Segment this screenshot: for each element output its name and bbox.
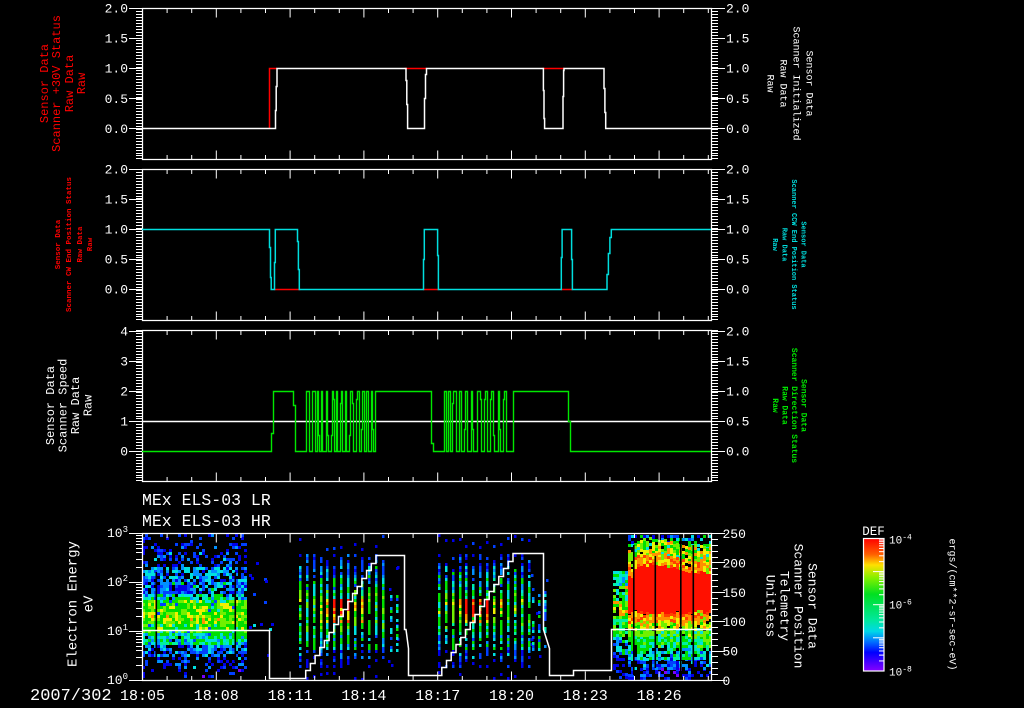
svg-text:Raw Data: Raw Data (779, 386, 788, 425)
svg-text:MEx ELS-03 LR: MEx ELS-03 LR (142, 491, 271, 510)
svg-text:Unitless: Unitless (763, 575, 778, 637)
svg-text:1.5: 1.5 (105, 32, 128, 47)
svg-text:1.0: 1.0 (105, 223, 128, 238)
svg-text:100: 100 (723, 615, 746, 630)
svg-text:Raw Data: Raw Data (69, 377, 83, 435)
svg-text:Scanner CW End Position Status: Scanner CW End Position Status (66, 176, 74, 312)
svg-text:Raw Data: Raw Data (77, 226, 85, 263)
svg-text:18:05: 18:05 (120, 688, 165, 705)
svg-text:1.5: 1.5 (105, 193, 128, 208)
svg-text:2.0: 2.0 (726, 325, 749, 340)
svg-text:50: 50 (723, 645, 739, 660)
svg-text:2.0: 2.0 (105, 163, 128, 178)
svg-text:Raw Data: Raw Data (63, 55, 77, 113)
svg-text:1.0: 1.0 (726, 62, 749, 77)
svg-text:DEF: DEF (862, 525, 885, 539)
svg-text:0.5: 0.5 (105, 92, 128, 107)
svg-text:1.5: 1.5 (726, 32, 749, 47)
svg-text:0: 0 (723, 674, 731, 689)
svg-text:1.0: 1.0 (105, 62, 128, 77)
svg-text:2.0: 2.0 (726, 2, 749, 17)
svg-text:Raw Data: Raw Data (776, 59, 787, 107)
svg-text:Raw: Raw (770, 398, 779, 413)
svg-text:Sensor Data: Sensor Data (55, 219, 63, 269)
svg-text:Raw Data: Raw Data (780, 228, 788, 262)
svg-text:Sensor Data: Sensor Data (798, 379, 807, 432)
svg-text:0: 0 (120, 445, 128, 460)
svg-text:0.0: 0.0 (726, 283, 749, 298)
svg-text:2.0: 2.0 (105, 2, 128, 17)
svg-text:1.5: 1.5 (726, 355, 749, 370)
svg-text:18:11: 18:11 (268, 688, 313, 705)
svg-text:Scanner CCW End Position Statu: Scanner CCW End Position Status (789, 179, 797, 309)
svg-text:0.0: 0.0 (726, 122, 749, 137)
svg-text:0.5: 0.5 (726, 253, 749, 268)
svg-text:Sensor Data: Sensor Data (44, 366, 58, 445)
svg-text:4: 4 (120, 325, 128, 340)
svg-text:Raw: Raw (87, 237, 95, 251)
svg-text:2007/302: 2007/302 (30, 687, 112, 706)
svg-text:eV: eV (82, 595, 98, 612)
svg-text:250: 250 (723, 527, 746, 542)
svg-text:18:14: 18:14 (341, 688, 386, 705)
svg-text:2.0: 2.0 (726, 163, 749, 178)
svg-text:Sensor Data: Sensor Data (805, 563, 820, 649)
svg-text:200: 200 (723, 556, 746, 571)
svg-text:18:23: 18:23 (563, 688, 608, 705)
svg-text:1.0: 1.0 (726, 223, 749, 238)
svg-text:18:17: 18:17 (415, 688, 460, 705)
svg-text:0.0: 0.0 (105, 283, 128, 298)
svg-text:Scanner +30V Status: Scanner +30V Status (50, 15, 64, 152)
svg-text:0.5: 0.5 (726, 415, 749, 430)
svg-text:Sensor Data: Sensor Data (799, 221, 807, 268)
svg-text:Electron Energy: Electron Energy (66, 541, 82, 667)
svg-text:2: 2 (120, 385, 128, 400)
svg-text:1.5: 1.5 (726, 193, 749, 208)
svg-text:18:20: 18:20 (489, 688, 534, 705)
svg-text:3: 3 (120, 355, 128, 370)
svg-text:1.0: 1.0 (726, 385, 749, 400)
svg-text:0.5: 0.5 (726, 92, 749, 107)
svg-text:0.0: 0.0 (726, 445, 749, 460)
svg-text:18:08: 18:08 (194, 688, 239, 705)
svg-text:Scanner Initialized: Scanner Initialized (789, 26, 801, 140)
svg-text:Raw: Raw (75, 72, 89, 94)
svg-text:150: 150 (723, 586, 746, 601)
svg-text:Raw: Raw (82, 394, 96, 416)
svg-text:MEx ELS-03 HR: MEx ELS-03 HR (142, 512, 271, 531)
svg-text:Scanner Position: Scanner Position (791, 544, 806, 669)
svg-text:Sensor Data: Sensor Data (38, 44, 52, 123)
svg-text:0.0: 0.0 (105, 122, 128, 137)
svg-text:ergs/(cm**2-sr-sec-eV): ergs/(cm**2-sr-sec-eV) (945, 538, 957, 670)
svg-text:Raw: Raw (770, 238, 778, 251)
svg-text:18:26: 18:26 (637, 688, 682, 705)
svg-text:Scanner Speed: Scanner Speed (57, 359, 71, 453)
svg-text:1: 1 (120, 415, 128, 430)
svg-text:Telemetry: Telemetry (777, 571, 792, 641)
svg-text:Sensor Data: Sensor Data (802, 50, 813, 116)
svg-text:Raw: Raw (763, 74, 774, 92)
svg-text:Scanner Direction Status: Scanner Direction Status (789, 348, 798, 463)
svg-text:0.5: 0.5 (105, 253, 128, 268)
